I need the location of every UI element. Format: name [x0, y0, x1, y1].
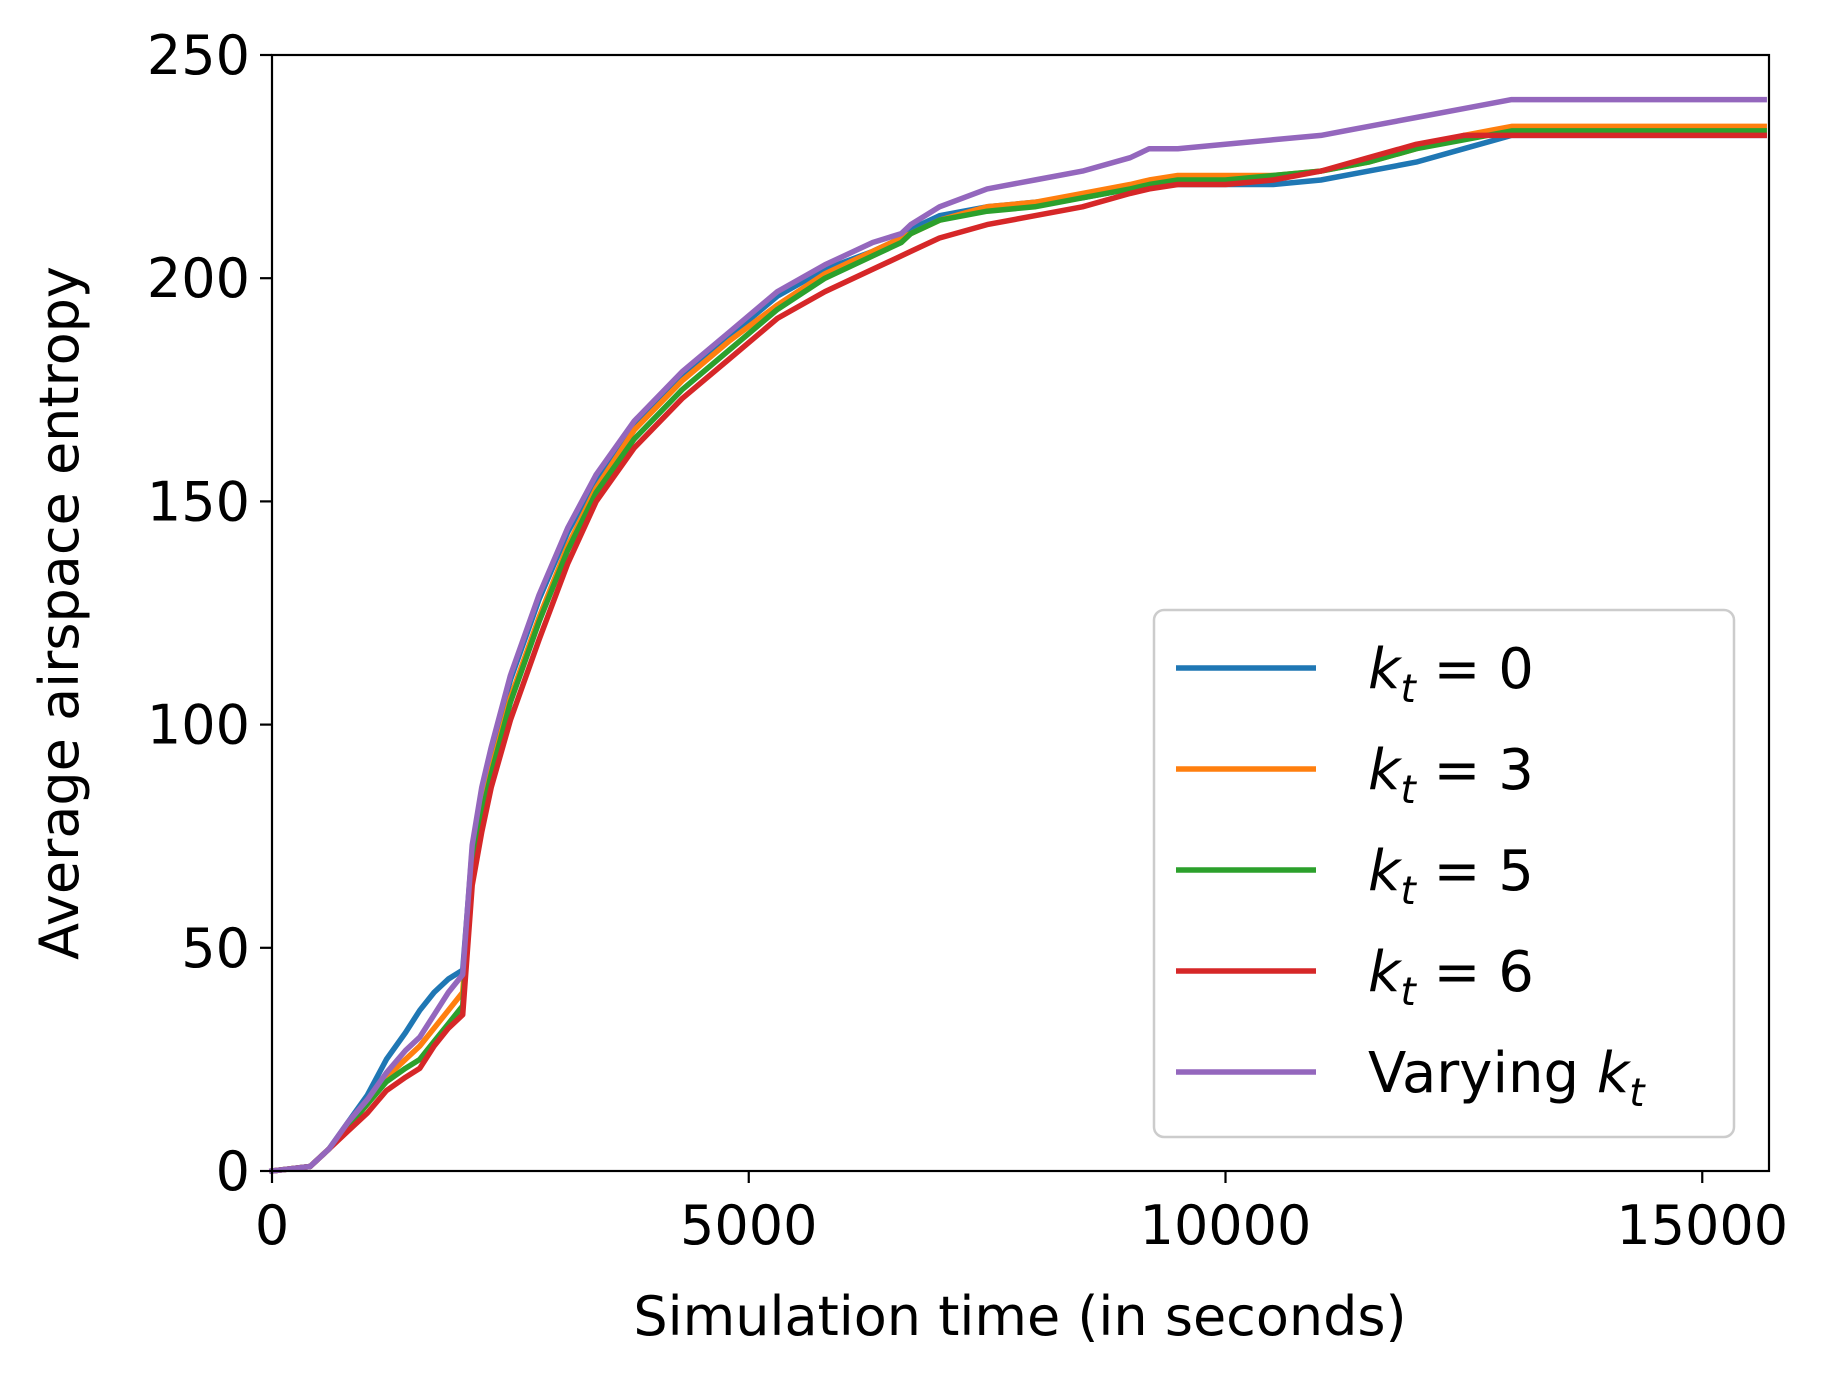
x-tick-label: 0	[255, 1194, 289, 1257]
legend-label: kt = 6	[1368, 940, 1534, 1015]
legend-label: Varying kt	[1368, 1041, 1646, 1116]
series-line-4	[268, 96, 1767, 1175]
series-line-1	[268, 123, 1767, 1175]
legend-label: kt = 5	[1368, 839, 1534, 914]
legend-label: kt = 3	[1368, 738, 1534, 813]
x-tick-label: 10000	[1140, 1194, 1312, 1257]
y-tick-label: 100	[147, 694, 250, 757]
x-tick-label: 5000	[680, 1194, 817, 1257]
ticks-group: 0 5000 10000 15000 0 50 100 150 200 250	[147, 24, 1788, 1257]
series-line-3	[268, 132, 1767, 1175]
plot-frame	[270, 53, 1771, 1173]
x-axis-label: Simulation time (in seconds)	[633, 1285, 1406, 1348]
legend-label: kt = 0	[1368, 637, 1534, 712]
y-tick-label: 50	[181, 917, 250, 980]
series-line-2	[268, 128, 1767, 1175]
y-axis-label: Average airspace entropy	[28, 266, 91, 960]
legend-box	[1152, 608, 1736, 1139]
y-tick-label: 150	[147, 470, 250, 533]
legend: kt = 0 kt = 3 kt = 5 kt = 6 Varying kt	[1152, 608, 1736, 1139]
y-tick-label: 250	[147, 24, 250, 87]
y-tick-label: 200	[147, 247, 250, 310]
x-tick-label: 15000	[1616, 1194, 1788, 1257]
series-group	[268, 96, 1767, 1175]
y-tick-label: 0	[216, 1140, 250, 1203]
